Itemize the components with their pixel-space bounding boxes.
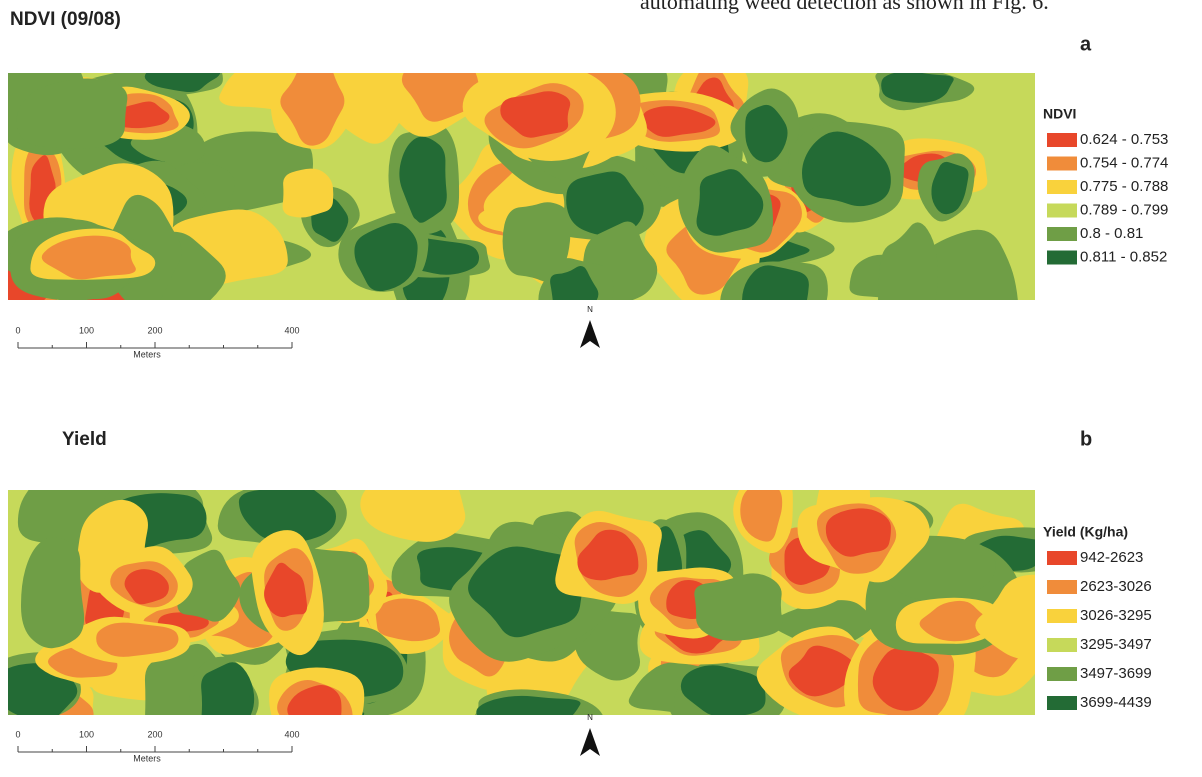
map	[0, 28, 1035, 357]
legend-label: 3497-3699	[1080, 665, 1152, 682]
scale-unit: Meters	[133, 349, 161, 359]
legend-label: 3295-3497	[1080, 636, 1152, 653]
legend-swatch	[1047, 580, 1077, 594]
panel-letter: b	[1080, 428, 1092, 450]
legend-label: 3026-3295	[1080, 607, 1152, 624]
map-zone	[826, 508, 891, 556]
north-label: N	[587, 305, 593, 314]
legend-label: 2623-3026	[1080, 578, 1152, 595]
legend-swatch	[1047, 204, 1077, 218]
legend-swatch	[1047, 551, 1077, 565]
legend-swatch	[1047, 133, 1077, 147]
legend-swatch	[1047, 227, 1077, 241]
legend-swatch	[1047, 609, 1077, 623]
map-zone	[742, 265, 809, 333]
legend-label: 0.754 - 0.774	[1080, 154, 1168, 171]
scale-label: 0	[15, 325, 20, 335]
legend-label: 0.624 - 0.753	[1080, 131, 1168, 148]
scale-label: 0	[15, 729, 20, 739]
scale-unit: Meters	[133, 753, 161, 763]
map	[0, 454, 1081, 774]
legend-label: 942-2623	[1080, 549, 1143, 566]
scale-label: 400	[284, 729, 299, 739]
map-zone	[201, 662, 254, 737]
north-arrow	[580, 728, 600, 756]
panel-title: Yield	[62, 429, 107, 450]
scale-label: 100	[79, 325, 94, 335]
figure: automating weed detection as shown in Fi…	[0, 0, 1202, 777]
legend-label: 0.8 - 0.81	[1080, 225, 1143, 242]
legend-swatch	[1047, 157, 1077, 171]
map-zone	[283, 169, 334, 218]
legend-label: 0.775 - 0.788	[1080, 178, 1168, 195]
legend-label: 0.811 - 0.852	[1080, 248, 1167, 265]
scale-label: 200	[147, 325, 162, 335]
cut-off-text: automating weed detection as shown in Fi…	[640, 0, 1049, 14]
scale-label: 200	[147, 729, 162, 739]
panel-title: NDVI (09/08)	[10, 9, 121, 30]
scale-label: 100	[79, 729, 94, 739]
legend-swatch	[1047, 638, 1077, 652]
legend-swatch	[1047, 696, 1077, 710]
legend-swatch	[1047, 251, 1077, 265]
legend-title: Yield (Kg/ha)	[1043, 524, 1128, 540]
north-arrow	[580, 320, 600, 348]
legend-swatch	[1047, 667, 1077, 681]
panel-letter: a	[1080, 33, 1092, 55]
map-zone	[694, 573, 782, 641]
legend-title: NDVI	[1043, 106, 1076, 122]
north-label: N	[587, 713, 593, 722]
legend-label: 0.789 - 0.799	[1080, 201, 1168, 218]
legend-label: 3699-4439	[1080, 694, 1152, 711]
scale-label: 400	[284, 325, 299, 335]
legend-swatch	[1047, 180, 1077, 194]
